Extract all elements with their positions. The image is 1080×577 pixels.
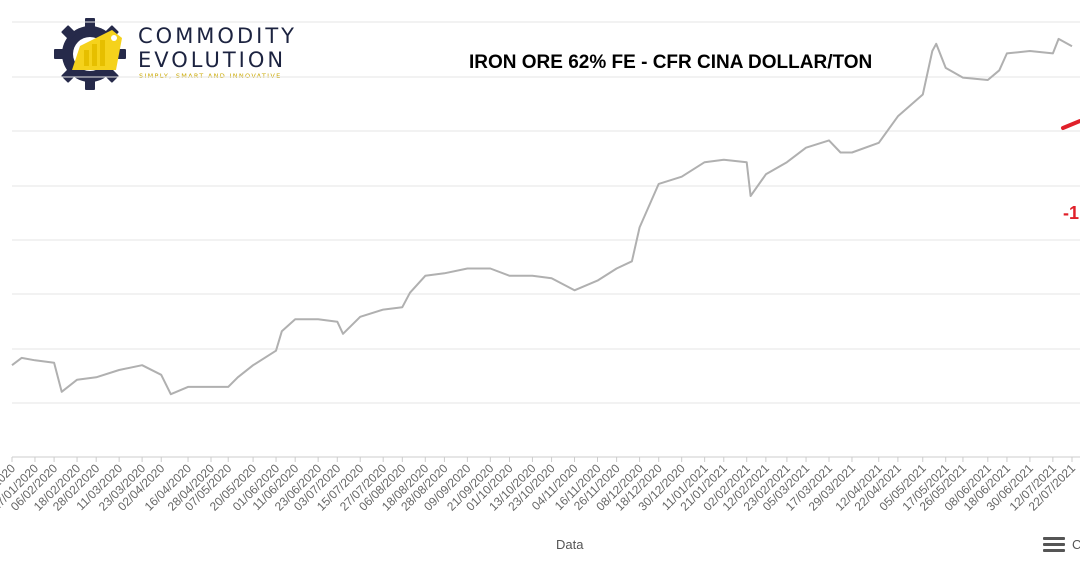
logo-text-evolution: EVOLUTION: [138, 48, 287, 72]
brand-logo: COMMODITY EVOLUTION SIMPLY, SMART AND IN…: [50, 12, 315, 92]
annotation-arrow: [1061, 119, 1080, 130]
gear-chart-tag-icon: [54, 18, 126, 90]
menu-extra-label: C: [1072, 537, 1080, 552]
logo-tagline: SIMPLY, SMART AND INNOVATIVE: [139, 72, 282, 80]
hamburger-menu-icon[interactable]: [1043, 537, 1065, 555]
x-axis-label: Data: [556, 537, 584, 552]
chart-title: IRON ORE 62% FE - CFR CINA DOLLAR/TON: [469, 52, 873, 73]
logo-text-commodity: COMMODITY: [138, 24, 297, 48]
annotation-label: -1: [1063, 203, 1080, 223]
series-line-iron-ore: [11, 37, 1073, 396]
